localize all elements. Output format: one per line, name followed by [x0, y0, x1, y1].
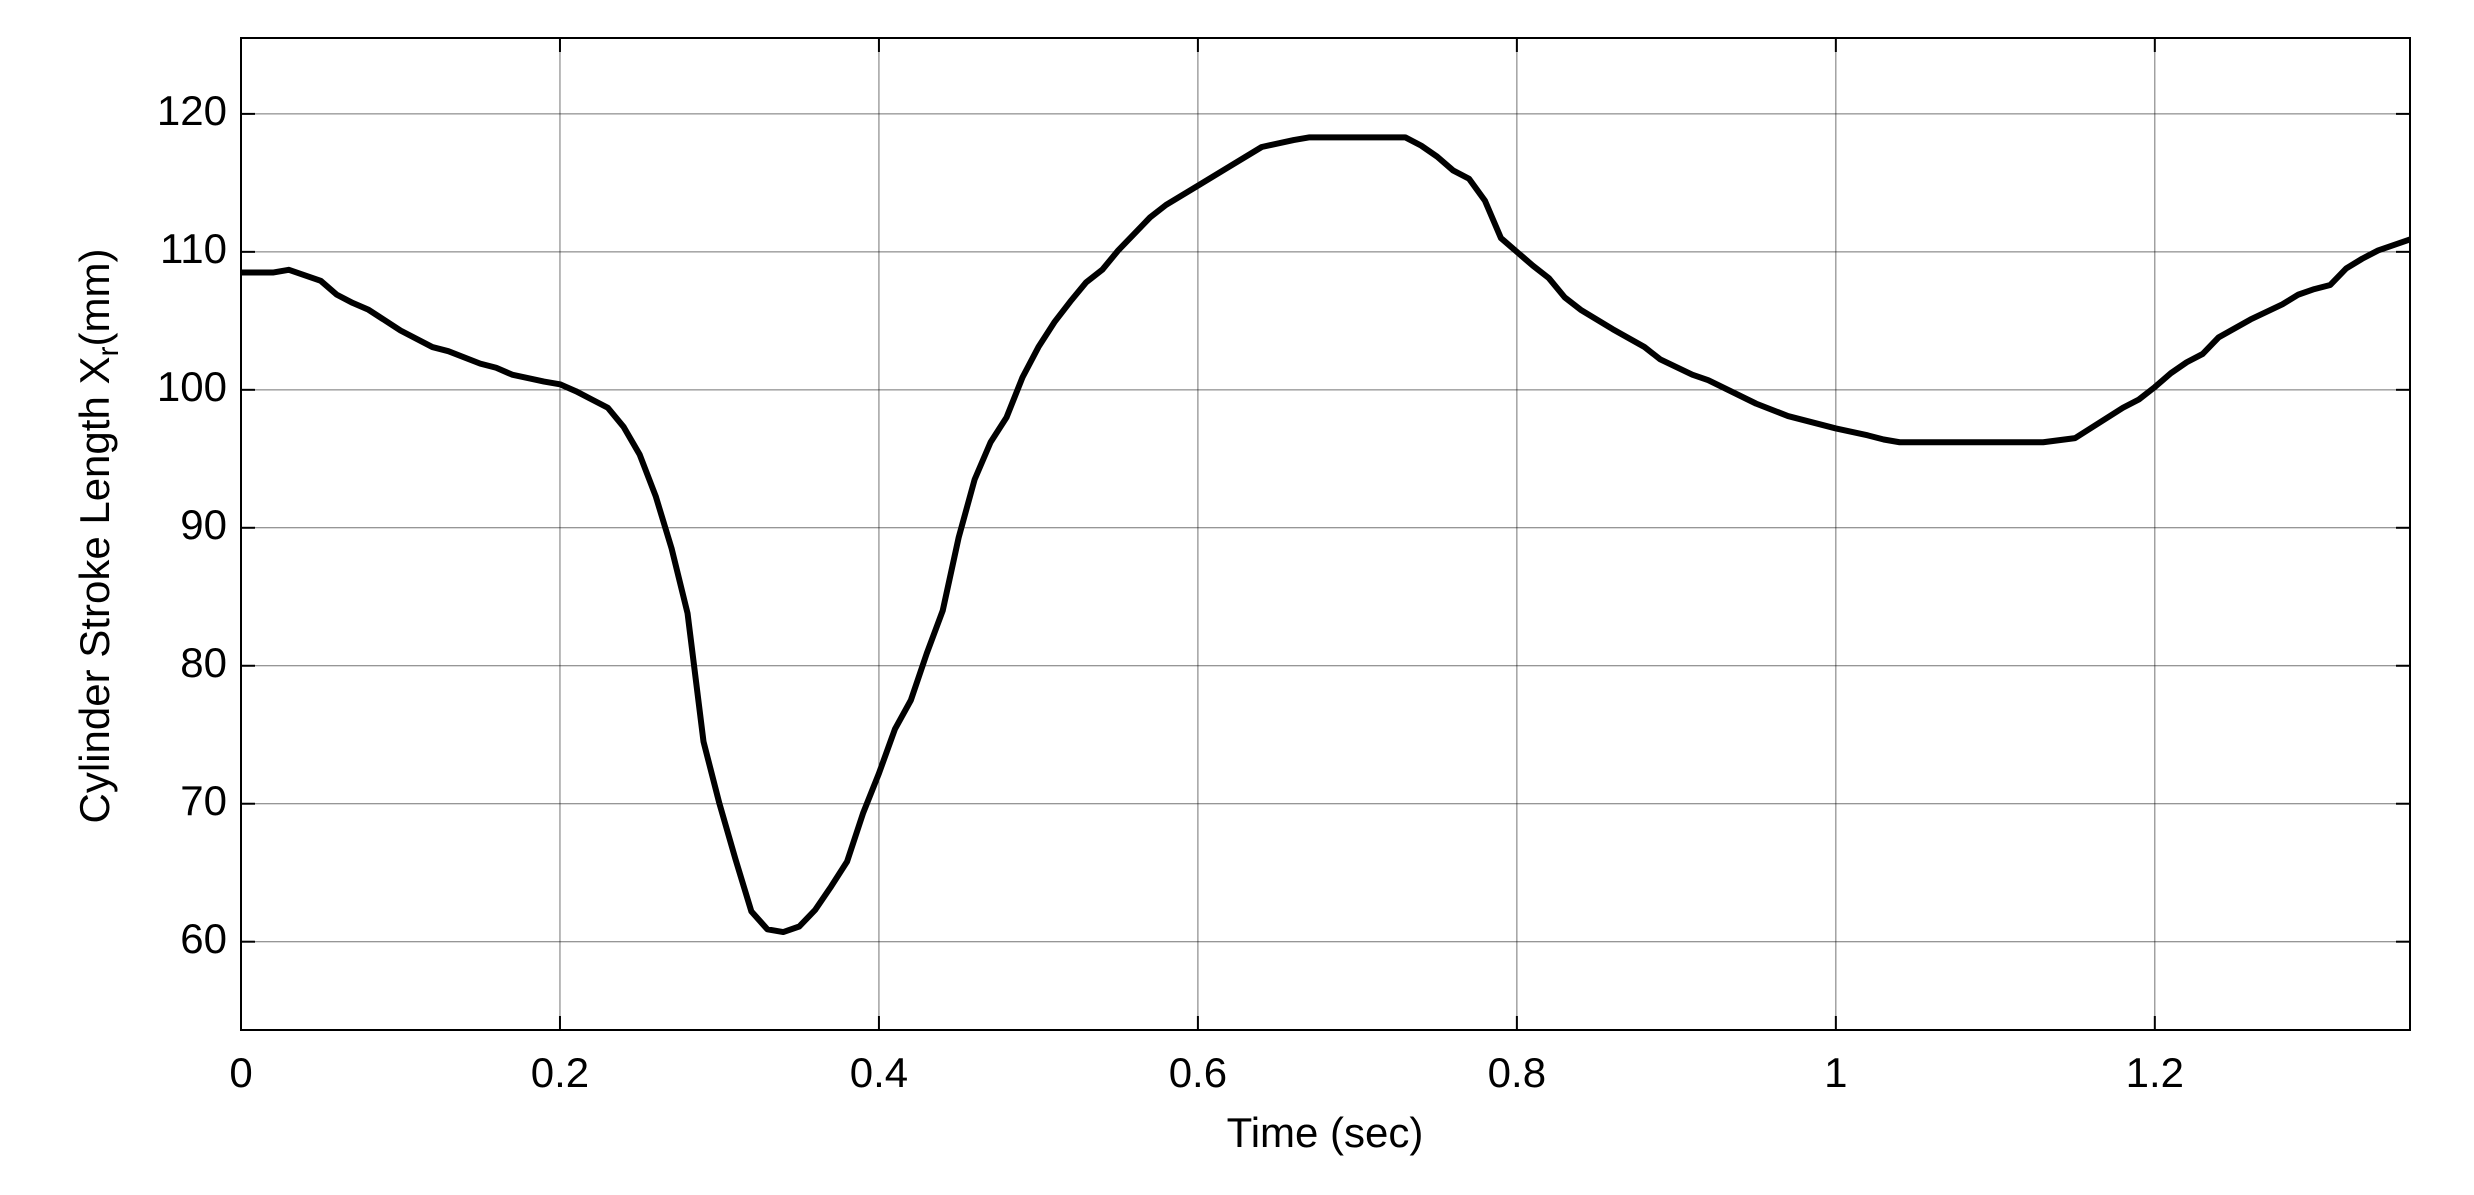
x-tick-label: 0.6	[1169, 1049, 1227, 1096]
x-tick-label: 1.2	[2126, 1049, 2184, 1096]
x-tick-label: 0.4	[850, 1049, 908, 1096]
y-tick-label: 110	[160, 225, 227, 272]
y-tick-label: 60	[180, 915, 227, 962]
y-axis-label-unit: (mm)	[71, 249, 118, 347]
y-tick-label: 120	[157, 87, 227, 134]
plot-frame	[240, 37, 2411, 1031]
y-tick-label: 100	[157, 363, 227, 410]
data-line	[241, 134, 2411, 936]
y-tick-label: 90	[180, 501, 227, 548]
x-tick-label: 0.2	[531, 1049, 589, 1096]
y-tick-label: 80	[180, 639, 227, 686]
y-axis-label: Cylinder Stroke Length Xr(mm)	[71, 249, 125, 824]
x-axis-label: Time (sec)	[1227, 1109, 1424, 1156]
x-tick-label: 0	[229, 1049, 252, 1096]
y-tick-label: 70	[180, 777, 227, 824]
x-tick-label: 1	[1824, 1049, 1847, 1096]
y-axis-label-text: Cylinder Stroke Length X	[71, 357, 118, 824]
y-axis-label-subscript: r	[92, 347, 125, 357]
x-tick-label: 0.8	[1488, 1049, 1546, 1096]
